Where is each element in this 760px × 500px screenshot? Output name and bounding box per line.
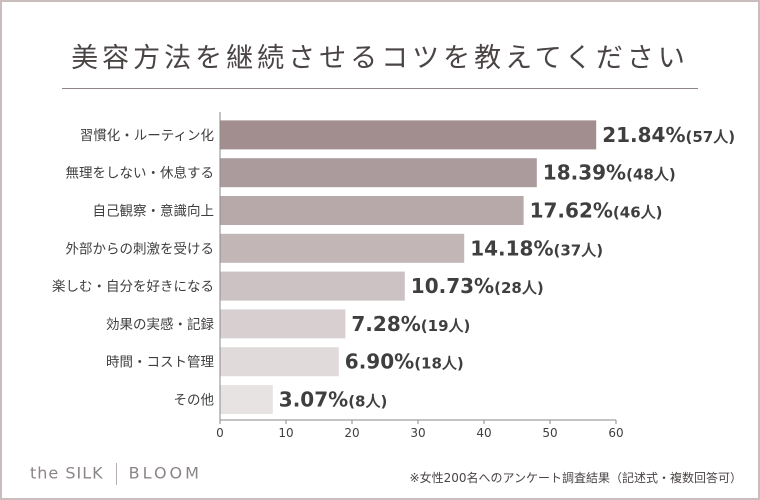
bar xyxy=(220,196,524,225)
x-tick-label: 40 xyxy=(476,426,491,440)
x-tick-label: 60 xyxy=(608,426,623,440)
category-label: 無理をしない・休息する xyxy=(66,165,215,182)
bar xyxy=(220,309,346,339)
x-tick-label: 50 xyxy=(542,426,557,440)
count-label: (19人) xyxy=(421,317,471,335)
x-tick-label: 20 xyxy=(344,426,359,440)
data-label: 6.90%(18人) xyxy=(345,350,464,374)
x-tick-label: 10 xyxy=(278,426,293,440)
survey-footnote: ※女性200名へのアンケート調査結果（記述式・複数回答可） xyxy=(409,471,742,485)
brand-name-right: BLOOM xyxy=(128,463,202,483)
category-label: 時間・コスト管理 xyxy=(106,355,214,371)
count-label: (46人) xyxy=(613,204,663,222)
category-label: 外部からの刺激を受ける xyxy=(66,241,215,257)
data-label: 14.18%(37人) xyxy=(470,236,603,260)
percent-label: 21.84% xyxy=(602,123,685,147)
category-label: その他 xyxy=(174,393,215,409)
data-label: 10.73%(28人) xyxy=(411,274,544,298)
category-label: 習慣化・ルーティン化 xyxy=(80,128,214,144)
percent-label: 10.73% xyxy=(411,274,494,298)
x-tick-label: 0 xyxy=(216,426,224,440)
bar xyxy=(220,271,405,301)
count-label: (57人) xyxy=(686,128,736,146)
count-label: (18人) xyxy=(414,355,464,373)
percent-label: 17.62% xyxy=(530,199,613,223)
count-label: (37人) xyxy=(554,241,604,259)
data-label: 18.39%(48人) xyxy=(543,161,676,185)
bar xyxy=(220,385,273,414)
category-label: 効果の実感・記録 xyxy=(106,316,214,333)
brand-logo: the SILK BLOOM xyxy=(30,463,202,485)
percent-label: 6.90% xyxy=(345,350,414,374)
title-divider xyxy=(62,88,698,89)
count-label: (28人) xyxy=(494,279,544,297)
count-label: (8人) xyxy=(348,393,387,411)
brand-name-left: the SILK xyxy=(30,463,104,483)
percent-label: 3.07% xyxy=(279,388,348,412)
bar xyxy=(220,233,465,263)
chart-title: 美容方法を継続させるコツを教えてください xyxy=(71,43,689,74)
count-label: (48人) xyxy=(626,166,676,184)
bar xyxy=(220,158,537,188)
brand-divider xyxy=(115,463,117,485)
data-label: 3.07%(8人) xyxy=(279,388,388,412)
percent-label: 7.28% xyxy=(351,312,420,336)
category-label: 自己観察・意識向上 xyxy=(93,203,215,220)
percent-label: 18.39% xyxy=(543,161,626,185)
data-label: 7.28%(19人) xyxy=(351,312,470,336)
bar xyxy=(220,120,597,150)
x-tick-label: 30 xyxy=(410,426,425,440)
data-label: 17.62%(46人) xyxy=(530,199,663,223)
bar xyxy=(220,347,339,377)
category-label: 楽しむ・自分を好きになる xyxy=(52,279,214,295)
data-label: 21.84%(57人) xyxy=(602,123,735,147)
percent-label: 14.18% xyxy=(470,236,553,260)
